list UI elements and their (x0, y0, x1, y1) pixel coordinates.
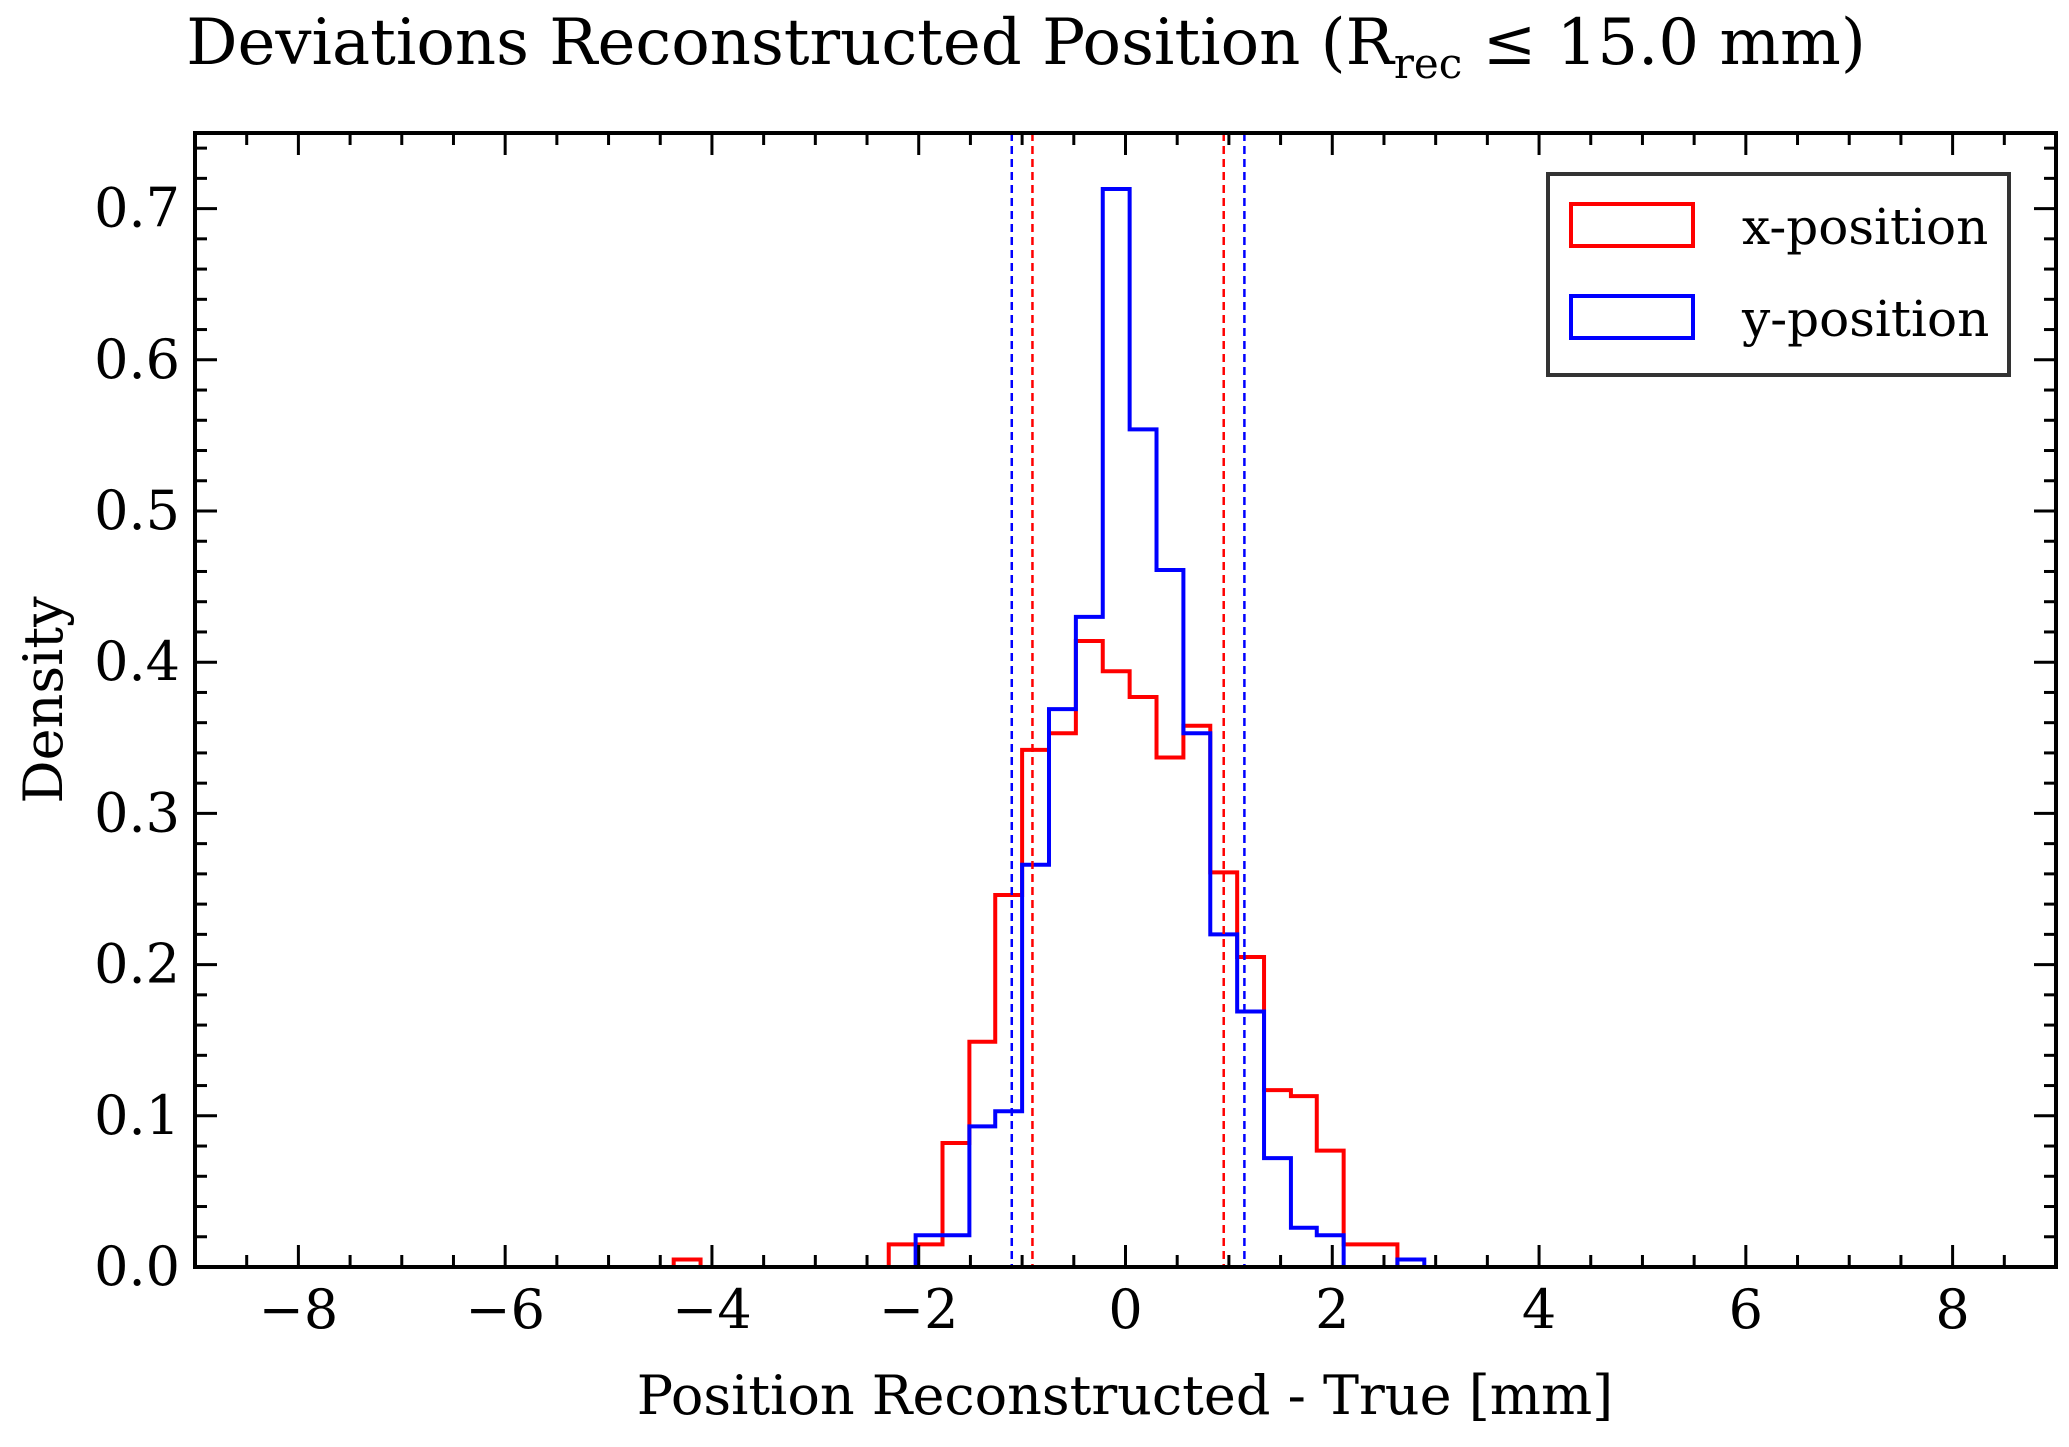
chart-title-subscript: rec (1394, 39, 1462, 88)
x-tick-label: 8 (1935, 1278, 1969, 1341)
plot-frame (193, 131, 2058, 1269)
x-tick-label: 0 (1108, 1278, 1142, 1341)
x-tick-label: −4 (672, 1278, 752, 1341)
y-tick-label: 0.7 (94, 177, 180, 240)
y-tick-label: 0.5 (94, 479, 180, 542)
histogram-x-position (671, 639, 1400, 1269)
tick-labels: −8 −6 −4 −2 0 2 4 6 8 0.0 0.1 0.2 0.3 0.4 0.5 0.6 0.7 (94, 177, 1970, 1341)
chart-title-rest: ≤ 15.0 mm) (1462, 6, 1866, 80)
legend-swatch-x-position (1569, 202, 1695, 248)
chart-title-main: Deviations Reconstructed Position (R (186, 6, 1395, 80)
legend-label-x-position: x-position (1742, 198, 1988, 256)
y-tick-label: 0.1 (94, 1084, 180, 1147)
y-tick-label: 0.0 (94, 1235, 180, 1298)
y-tick-label: 0.3 (94, 781, 180, 844)
x-tick-label: 4 (1522, 1278, 1556, 1341)
x-tick-label: 2 (1315, 1278, 1349, 1341)
legend-swatch-y-position (1569, 294, 1695, 340)
x-tick-label: 6 (1729, 1278, 1763, 1341)
x-tick-label: −6 (465, 1278, 545, 1341)
y-tick-label: 0.4 (94, 630, 180, 693)
legend-frame (1546, 172, 2011, 377)
x-axis-label: Position Reconstructed - True [mm] (637, 1364, 1614, 1427)
y-tick-label: 0.6 (94, 328, 180, 391)
x-tick-label: −2 (879, 1278, 959, 1341)
legend: x-position y-position (1546, 172, 2011, 377)
svg-text:Deviations Reconstructed Posit: Deviations Reconstructed Position (Rrec … (186, 6, 1866, 88)
legend-label-y-position: y-position (1741, 290, 1989, 348)
y-tick-label: 0.2 (94, 933, 180, 996)
histogram-y-position (913, 186, 1427, 1269)
plot-content (671, 133, 1427, 1269)
chart-title: Deviations Reconstructed Position (Rrec … (186, 6, 1866, 88)
y-axis-label: Density (12, 596, 75, 804)
x-tick-label: −8 (259, 1278, 339, 1341)
